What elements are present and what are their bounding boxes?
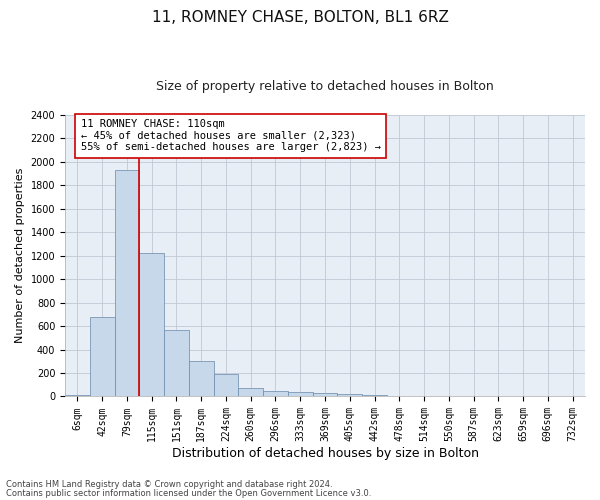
Bar bbox=[90, 316, 115, 396]
Bar bbox=[189, 362, 214, 396]
Bar bbox=[263, 391, 288, 396]
Text: 11, ROMNEY CHASE, BOLTON, BL1 6RZ: 11, ROMNEY CHASE, BOLTON, BL1 6RZ bbox=[152, 10, 448, 25]
Bar bbox=[164, 330, 189, 396]
Text: Contains public sector information licensed under the Open Government Licence v3: Contains public sector information licen… bbox=[6, 488, 371, 498]
Bar bbox=[214, 374, 238, 396]
X-axis label: Distribution of detached houses by size in Bolton: Distribution of detached houses by size … bbox=[172, 447, 479, 460]
Bar bbox=[288, 392, 313, 396]
Bar bbox=[238, 388, 263, 396]
Y-axis label: Number of detached properties: Number of detached properties bbox=[15, 168, 25, 344]
Bar bbox=[139, 254, 164, 396]
Bar bbox=[313, 393, 337, 396]
Title: Size of property relative to detached houses in Bolton: Size of property relative to detached ho… bbox=[156, 80, 494, 93]
Text: Contains HM Land Registry data © Crown copyright and database right 2024.: Contains HM Land Registry data © Crown c… bbox=[6, 480, 332, 489]
Bar bbox=[337, 394, 362, 396]
Bar bbox=[115, 170, 139, 396]
Text: 11 ROMNEY CHASE: 110sqm
← 45% of detached houses are smaller (2,323)
55% of semi: 11 ROMNEY CHASE: 110sqm ← 45% of detache… bbox=[80, 119, 380, 152]
